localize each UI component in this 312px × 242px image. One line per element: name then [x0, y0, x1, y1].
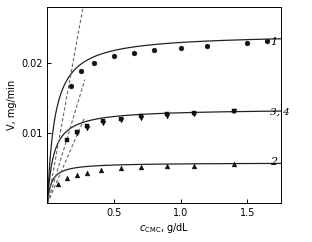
Text: 3, 4: 3, 4 [270, 108, 290, 117]
Text: 2: 2 [270, 157, 277, 167]
Y-axis label: V, mg/min: V, mg/min [7, 80, 17, 130]
X-axis label: $c_\mathrm{CMC}$, g/dL: $c_\mathrm{CMC}$, g/dL [139, 221, 189, 235]
Text: 1: 1 [270, 38, 277, 47]
